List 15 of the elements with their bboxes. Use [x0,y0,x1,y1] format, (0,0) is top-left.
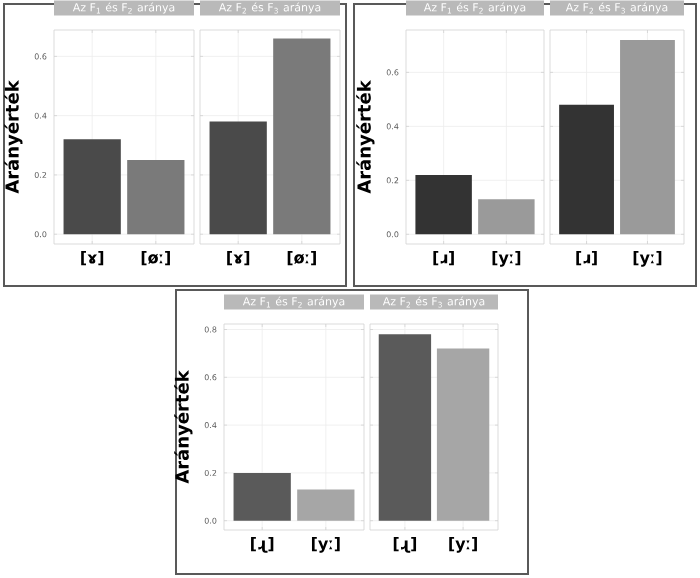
x-tick-label: [øː] [287,251,316,266]
x-tick-label: [yː] [633,251,662,267]
x-tick-label: [øː] [141,251,170,266]
x-tick-label: [ɹ] [433,251,454,266]
y-axis-title: Arányérték [4,79,23,194]
x-tick-label: [yː] [311,537,340,553]
y-axis-title: Arányérték [356,79,375,194]
y-axis-title: Arányérték [174,369,193,484]
x-tick-label: [yː] [449,537,477,553]
x-tick-label: [ɹ] [576,251,597,266]
x-tick-label: [ɤ] [81,251,104,266]
x-tick-label: [ɻ] [393,537,417,553]
x-tick-label: [ɻ] [251,537,274,553]
x-tick-label: [yː] [492,251,521,267]
x-tick-label: [ɤ] [227,251,250,266]
